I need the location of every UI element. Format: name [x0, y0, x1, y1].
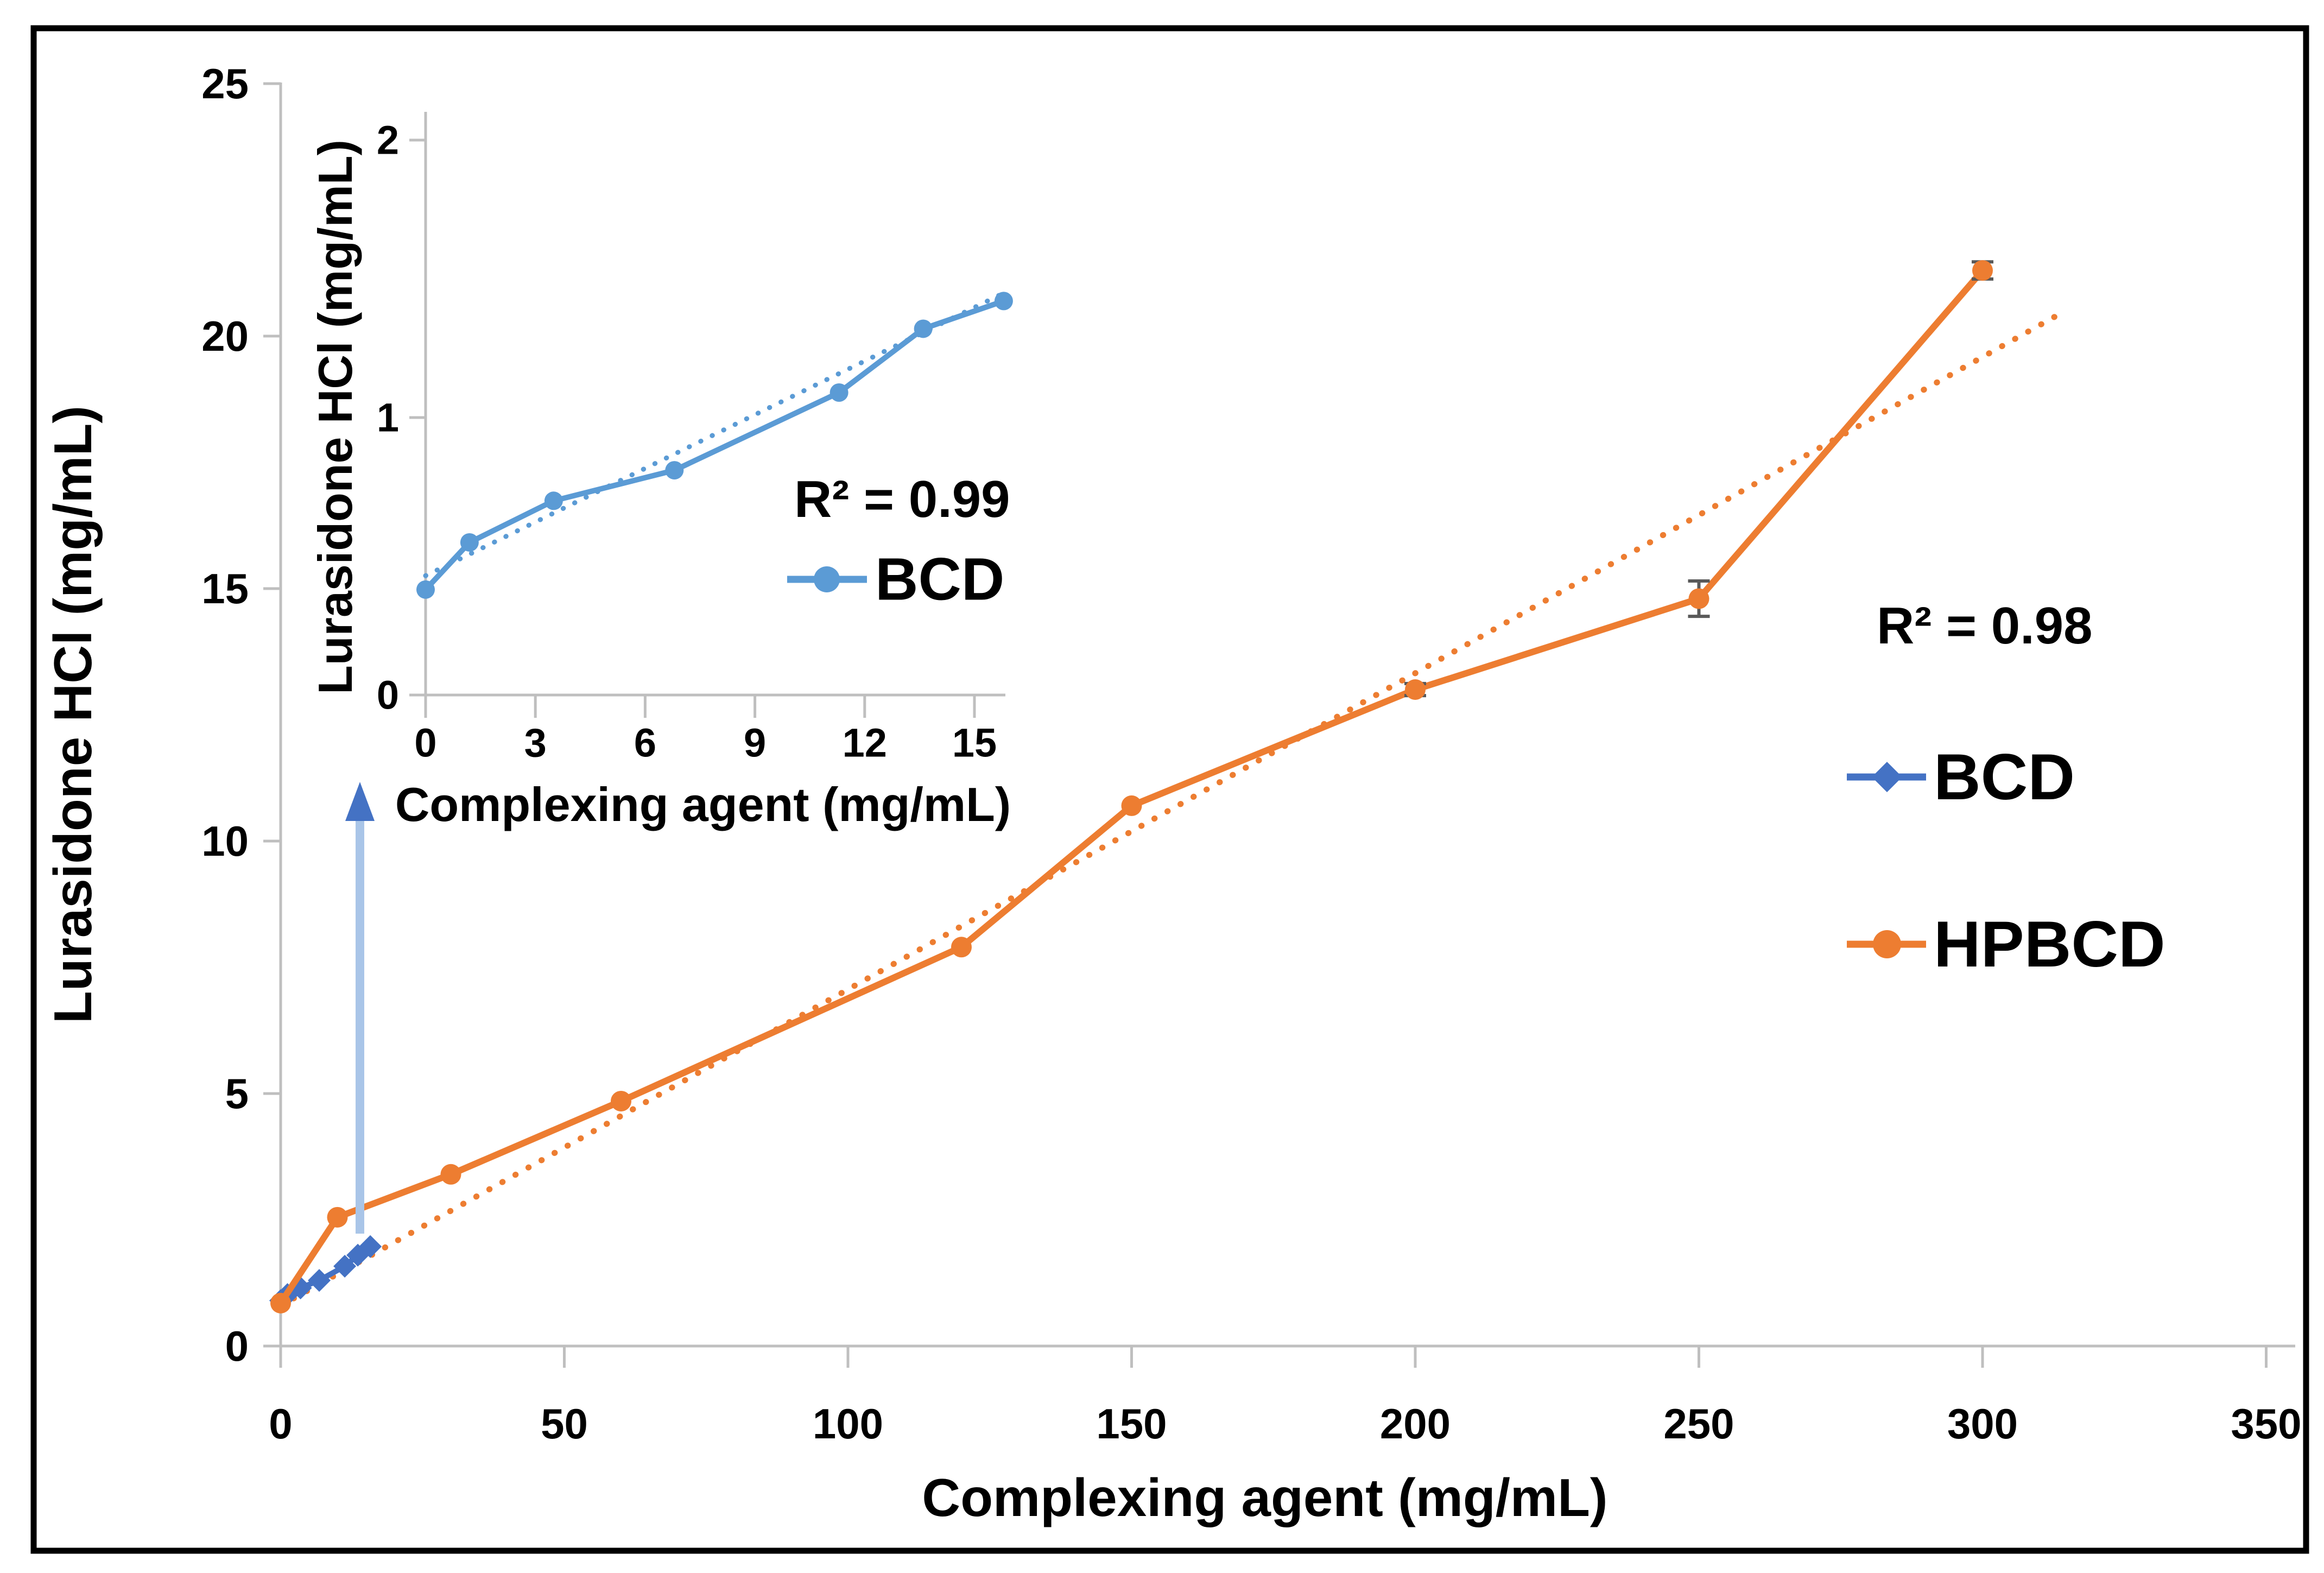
main-legend-bcd-marker-icon [1872, 762, 1902, 792]
data-point-hpbcd [1121, 795, 1142, 816]
main-x-axis-title: Complexing agent (mg/mL) [922, 1468, 1607, 1527]
x-tick-label: 6 [634, 721, 656, 766]
main-chart-labels: Complexing agent (mg/mL) Lurasidone HCl … [43, 406, 2093, 1527]
inset-y-axis-title: Lurasidone HCl (mg/mL) [308, 140, 362, 694]
main-legend-bcd-label: BCD [1934, 741, 2075, 813]
arrow-head [345, 782, 375, 821]
y-tick-label: 5 [225, 1070, 249, 1117]
inset-legend: BCD [787, 546, 1004, 613]
x-tick-label: 50 [541, 1400, 588, 1448]
inset-legend-bcd-label: BCD [875, 546, 1004, 613]
data-point-bcd [359, 1235, 382, 1258]
inset-chart-labels: Complexing agent (mg/mL) Lurasidone HCl … [308, 140, 1011, 831]
data-point-bcd [994, 292, 1013, 311]
main-legend: BCD HPBCD [1847, 741, 2165, 981]
data-point-hpbcd [1972, 260, 1993, 281]
x-tick-label: 15 [952, 721, 997, 766]
data-point-hpbcd [440, 1164, 461, 1185]
y-tick-label: 0 [377, 673, 399, 718]
data-point-bcd [665, 461, 684, 480]
data-point-bcd [460, 533, 479, 552]
data-point-hpbcd [1405, 679, 1426, 700]
data-point-bcd [829, 383, 848, 402]
trendline [277, 313, 2060, 1309]
inset-x-axis-title: Complexing agent (mg/mL) [395, 778, 1011, 831]
x-tick-label: 250 [1663, 1400, 1734, 1448]
y-tick-label: 15 [201, 565, 249, 612]
x-tick-label: 200 [1380, 1400, 1451, 1448]
y-tick-label: 25 [201, 60, 249, 108]
data-point-hpbcd [270, 1292, 291, 1313]
data-point-hpbcd [611, 1090, 631, 1111]
inset-legend-bcd-marker-icon [814, 566, 840, 592]
inset-pointer-arrow-icon [345, 782, 375, 1234]
main-r-squared-annotation: R² = 0.98 [1877, 597, 2093, 655]
data-point-bcd [333, 1255, 357, 1278]
x-tick-label: 100 [813, 1400, 883, 1448]
data-point-bcd [544, 491, 563, 510]
y-tick-label: 1 [377, 395, 399, 440]
data-point-hpbcd [1688, 588, 1709, 609]
x-tick-label: 0 [414, 721, 436, 766]
x-tick-label: 0 [269, 1400, 292, 1448]
data-point-hpbcd [327, 1206, 348, 1228]
data-point-bcd [416, 580, 435, 599]
inset-r-squared-annotation: R² = 0.99 [794, 470, 1010, 528]
x-tick-label: 12 [843, 721, 887, 766]
y-tick-label: 2 [377, 118, 399, 163]
arrow-shaft [356, 816, 364, 1234]
main-y-axis-title: Lurasidone HCl (mg/mL) [43, 406, 103, 1024]
x-tick-label: 9 [744, 721, 766, 766]
y-tick-label: 10 [201, 817, 249, 865]
main-legend-hpbcd-label: HPBCD [1934, 908, 2165, 981]
data-point-bcd [308, 1269, 331, 1292]
x-tick-label: 3 [524, 721, 547, 766]
data-point-hpbcd [951, 937, 972, 958]
figure-frame-border [30, 25, 2309, 1554]
x-tick-label: 150 [1096, 1400, 1167, 1448]
data-point-bcd [914, 319, 933, 338]
x-tick-label: 300 [1947, 1400, 2018, 1448]
x-tick-label: 350 [2231, 1400, 2301, 1448]
main-legend-hpbcd-marker-icon [1873, 930, 1901, 958]
y-tick-label: 20 [201, 312, 249, 360]
y-tick-label: 0 [225, 1322, 249, 1370]
